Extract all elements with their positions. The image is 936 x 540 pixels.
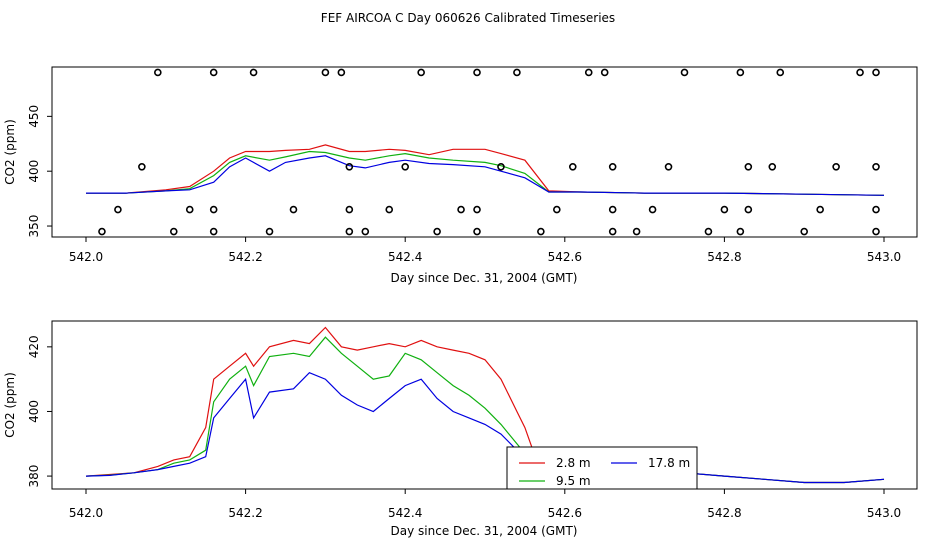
x-tick-label: 543.0 xyxy=(867,506,901,520)
y-tick-label: 400 xyxy=(27,400,41,423)
plot-frame-top xyxy=(51,66,918,238)
calibration-point xyxy=(138,163,146,171)
y-tick-label: 420 xyxy=(27,335,41,358)
calibration-point xyxy=(345,205,354,214)
calibration-point xyxy=(473,205,481,214)
calibration-point xyxy=(872,205,880,214)
calibration-point xyxy=(537,227,545,236)
calibration-point xyxy=(584,68,593,77)
calibration-point xyxy=(664,163,673,171)
calibration-point xyxy=(744,205,753,214)
calibration-point xyxy=(209,68,218,77)
calibration-point xyxy=(209,205,218,214)
calibration-point xyxy=(744,163,753,171)
legend-label: 17.8 m xyxy=(648,456,690,470)
calibration-point xyxy=(553,205,561,214)
calibration-point xyxy=(872,68,880,77)
series-line-9-5-m xyxy=(85,336,885,484)
calibration-point xyxy=(632,227,641,236)
calibration-point xyxy=(185,205,194,214)
calibration-point xyxy=(289,205,298,214)
calibration-point xyxy=(249,68,258,77)
y-axis-label-bottom: CO2 (ppm) xyxy=(3,372,17,438)
calibration-point xyxy=(600,68,609,77)
calibration-point xyxy=(720,205,729,214)
x-tick-label: 543.0 xyxy=(867,250,901,264)
calibration-point xyxy=(209,227,218,236)
x-tick-label: 542.0 xyxy=(69,250,103,264)
calibration-point xyxy=(856,68,864,77)
x-tick-label: 542.8 xyxy=(707,506,741,520)
series-line-9-5-m xyxy=(86,150,885,196)
series-line-2-8-m xyxy=(85,326,885,484)
calibration-point xyxy=(345,163,354,171)
x-tick-label: 542.6 xyxy=(548,250,582,264)
calibration-point xyxy=(816,205,824,214)
y-tick-label: 450 xyxy=(27,105,41,128)
calibration-point xyxy=(265,227,274,236)
calibration-point xyxy=(513,68,521,77)
calibration-point xyxy=(608,163,617,171)
calibration-point xyxy=(154,68,162,77)
calibration-point xyxy=(608,227,617,236)
calibration-point xyxy=(337,68,346,77)
x-tick-label: 542.8 xyxy=(707,250,741,264)
calibration-point xyxy=(385,205,394,214)
calibration-point xyxy=(345,227,354,236)
x-axis-label-top: Day since Dec. 31, 2004 (GMT) xyxy=(391,271,578,285)
calibration-point xyxy=(832,163,840,171)
calibration-point xyxy=(473,227,481,236)
x-tick-label: 542.0 xyxy=(69,506,103,520)
calibration-point xyxy=(401,163,410,171)
legend-label: 2.8 m xyxy=(556,456,591,470)
calibration-point xyxy=(872,227,880,236)
calibration-point xyxy=(680,68,689,77)
y-tick-label: 380 xyxy=(27,465,41,488)
calibration-point xyxy=(608,205,617,214)
y-tick-label: 400 xyxy=(27,160,41,183)
calibration-point xyxy=(800,227,809,236)
y-tick-label: 350 xyxy=(27,215,41,238)
legend-box xyxy=(506,446,698,490)
calibration-point xyxy=(114,205,122,214)
x-tick-label: 542.4 xyxy=(388,250,422,264)
series-line-2-8-m xyxy=(86,144,885,196)
legend: 2.8 m 9.5 m 17.8 m xyxy=(506,446,698,490)
calibration-point xyxy=(169,227,178,236)
calibration-point xyxy=(736,68,745,77)
calibration-point xyxy=(568,163,577,171)
figure-title: FEF AIRCOA C Day 060626 Calibrated Times… xyxy=(321,11,615,25)
calibration-point xyxy=(872,163,880,171)
calibration-point xyxy=(776,68,785,77)
calibration-point xyxy=(361,227,370,236)
chart-panel-top: 542.0 542.2 542.4 542.6 542.8 543.0350400450 … xyxy=(3,66,918,285)
calibration-point xyxy=(648,205,657,214)
legend-label: 9.5 m xyxy=(556,474,591,488)
calibration-point xyxy=(457,205,465,214)
chart-panel-bottom: 542.0 542.2 542.4 542.6 542.8 543.0380400420 … xyxy=(3,320,918,538)
calibration-point xyxy=(768,163,777,171)
calibration-point xyxy=(417,68,425,77)
x-tick-label: 542.6 xyxy=(548,506,582,520)
calibration-point xyxy=(321,68,330,77)
x-tick-label: 542.2 xyxy=(228,250,262,264)
calibration-point xyxy=(497,163,505,171)
x-tick-label: 542.4 xyxy=(388,506,422,520)
calibration-point xyxy=(736,227,745,236)
calibration-point xyxy=(473,68,481,77)
series-line-17-8-m xyxy=(86,155,885,196)
calibration-point xyxy=(433,227,441,236)
calibration-point xyxy=(98,227,106,236)
calibration-point xyxy=(704,227,713,236)
plot-frame-bottom xyxy=(51,320,918,490)
y-axis-label-top: CO2 (ppm) xyxy=(3,119,17,185)
x-axis-label-bottom: Day since Dec. 31, 2004 (GMT) xyxy=(391,524,578,538)
x-tick-label: 542.2 xyxy=(228,506,262,520)
